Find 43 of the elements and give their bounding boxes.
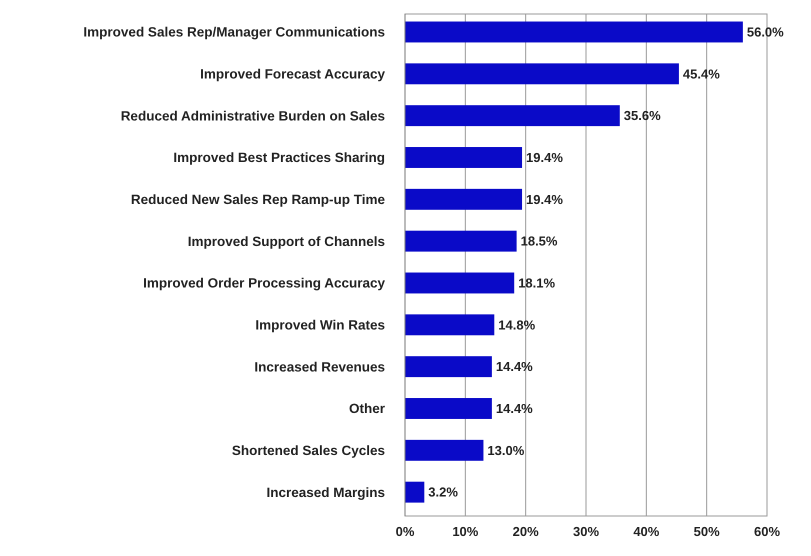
data-label: 45.4% [682, 66, 720, 82]
bar [405, 188, 522, 210]
y-tick-label: Increased Margins [266, 484, 385, 500]
data-label: 18.1% [518, 276, 556, 291]
y-tick-label: Improved Win Rates [255, 318, 385, 333]
y-tick-label: Other [348, 401, 386, 416]
y-tick-label: Improved Order Processing Accuracy [143, 276, 386, 291]
x-tick-label: 30% [572, 524, 600, 539]
y-tick-label: Improved Support of Channels [188, 234, 385, 249]
x-tick-label: 20% [512, 524, 540, 539]
x-tick-label: 60% [754, 524, 780, 539]
bar [405, 482, 424, 503]
bar [405, 272, 514, 294]
bar [405, 63, 679, 84]
y-tick-label: Improved Sales Rep/Manager Communications [83, 24, 385, 40]
data-label: 56.0% [746, 24, 784, 40]
y-tick-label: Increased Revenues [254, 359, 385, 374]
bar [405, 147, 522, 168]
data-label: 13.0% [487, 442, 525, 458]
bar [405, 105, 620, 126]
data-label: 18.5% [520, 234, 558, 249]
bar [405, 356, 492, 378]
x-tick-label: 50% [694, 524, 720, 539]
bar [405, 398, 492, 419]
y-tick-label: Improved Forecast Accuracy [200, 66, 386, 82]
y-tick-label: Reduced Administrative Burden on Sales [120, 108, 385, 124]
bar [405, 314, 494, 336]
x-tick-label: 0% [396, 524, 415, 539]
bar [405, 230, 517, 252]
data-label: 19.4% [526, 150, 564, 166]
x-tick-label: 10% [452, 524, 479, 539]
data-label: 14.4% [496, 401, 534, 416]
data-label: 19.4% [526, 192, 564, 207]
y-tick-label: Reduced New Sales Rep Ramp-up Time [130, 192, 386, 208]
data-label: 3.2% [428, 484, 458, 500]
bar [405, 22, 743, 42]
bar [405, 440, 484, 461]
data-label: 35.6% [624, 108, 662, 124]
data-label: 14.8% [498, 317, 536, 332]
y-tick-label: Shortened Sales Cycles [232, 443, 385, 458]
x-tick-label: 40% [633, 524, 660, 539]
data-label: 14.4% [496, 359, 534, 374]
y-tick-label: Improved Best Practices Sharing [173, 150, 385, 166]
